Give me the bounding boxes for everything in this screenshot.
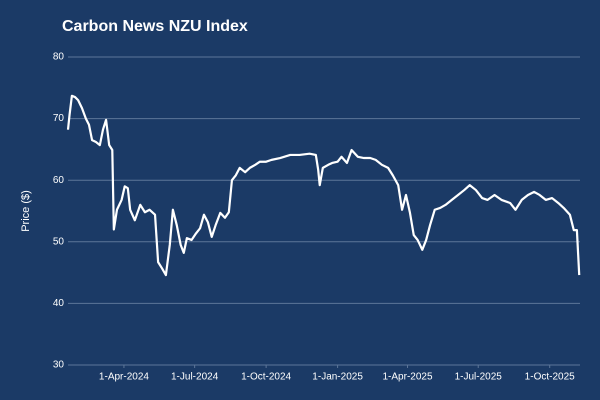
x-tick-label: 1-Jul-2025 (455, 372, 503, 383)
y-tick-label: 60 (53, 175, 65, 186)
y-tick-label: 40 (53, 298, 65, 309)
x-tick-label: 1-Jul-2024 (171, 372, 219, 383)
x-tick-label: 1-Jan-2025 (312, 372, 363, 383)
data-line (66, 94, 581, 277)
y-axis-label: Price ($) (20, 190, 32, 232)
x-tick-label: 1-Oct-2024 (241, 372, 291, 383)
x-tick-label: 1-Oct-2025 (525, 372, 575, 383)
y-tick-label: 30 (53, 360, 65, 371)
x-tick-label: 1-Apr-2024 (99, 372, 149, 383)
chart-title: Carbon News NZU Index (62, 18, 248, 35)
x-tick-label: 1-Apr-2025 (383, 372, 433, 383)
y-tick-label: 80 (53, 52, 65, 63)
y-tick-label: 50 (53, 236, 65, 247)
y-tick-label: 70 (53, 113, 65, 124)
